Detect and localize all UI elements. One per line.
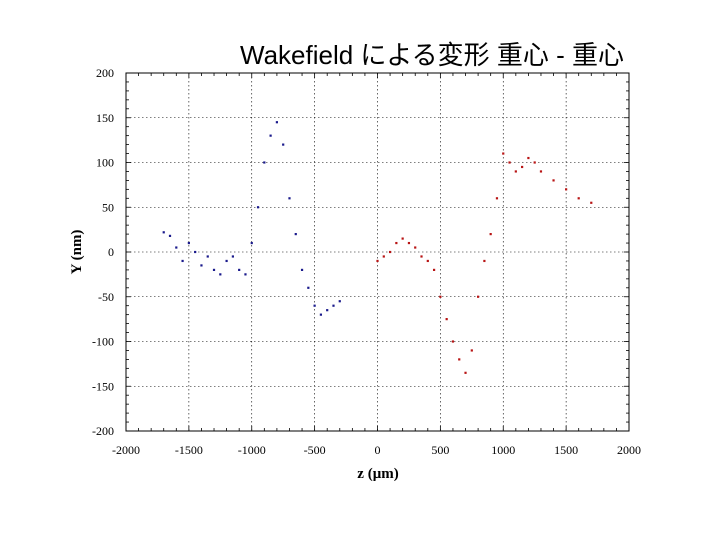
- data-point: [426, 259, 429, 263]
- data-point: [495, 197, 499, 200]
- y-tick-label: -50: [98, 290, 114, 304]
- data-point: [502, 152, 505, 155]
- y-tick-labels: -200 -150 -100 -50 0 50 100 150 200: [92, 66, 114, 438]
- data-point: [307, 286, 310, 289]
- series-2: [376, 152, 593, 374]
- data-point: [256, 206, 260, 209]
- data-point: [445, 318, 448, 321]
- data-point: [451, 340, 455, 343]
- data-point: [332, 304, 335, 307]
- data-point: [577, 197, 580, 200]
- y-tick-label: -200: [92, 424, 114, 438]
- data-point: [263, 161, 266, 164]
- data-point: [420, 255, 423, 258]
- data-point: [319, 313, 323, 316]
- data-point: [288, 197, 291, 200]
- series-1: [162, 121, 341, 316]
- data-point: [194, 250, 197, 254]
- data-point: [432, 268, 436, 271]
- data-point: [231, 255, 234, 258]
- x-tick-label: -2000: [112, 443, 140, 457]
- x-tick-label: 1000: [491, 443, 515, 457]
- grid-lines: [126, 73, 629, 431]
- y-tick-label: 150: [96, 111, 114, 125]
- data-point: [552, 179, 555, 182]
- data-point: [407, 241, 411, 245]
- data-point: [508, 161, 511, 164]
- data-point: [238, 268, 241, 271]
- data-point: [489, 233, 492, 236]
- data-point: [269, 134, 272, 137]
- data-point: [470, 349, 473, 352]
- data-point: [590, 201, 593, 204]
- y-axis-label: Y (nm): [69, 230, 85, 275]
- data-point: [244, 273, 247, 276]
- x-tick-label: -1500: [175, 443, 203, 457]
- y-tick-label: -150: [92, 379, 114, 393]
- data-point: [414, 246, 417, 249]
- y-tick-label: 50: [102, 200, 114, 214]
- data-point: [175, 246, 178, 249]
- x-tick-label: -500: [304, 443, 326, 457]
- data-point: [401, 237, 404, 240]
- data-point: [250, 241, 253, 245]
- data-point: [206, 255, 209, 258]
- y-tick-label: -100: [92, 335, 114, 349]
- y-tick-label: 0: [108, 245, 114, 259]
- y-tick-label: 100: [96, 156, 114, 170]
- data-point: [439, 295, 442, 298]
- data-point: [219, 273, 222, 276]
- data-point: [338, 300, 341, 303]
- data-points: [162, 121, 593, 374]
- data-point: [181, 259, 184, 263]
- data-point: [527, 156, 530, 160]
- data-point: [200, 264, 203, 267]
- data-point: [187, 241, 190, 245]
- data-point: [168, 234, 172, 237]
- data-point: [458, 358, 461, 361]
- x-axis-label: z (μm): [357, 466, 398, 482]
- data-point: [376, 259, 379, 263]
- x-tick-label: 0: [375, 443, 381, 457]
- data-point: [565, 188, 568, 191]
- data-point: [313, 304, 316, 307]
- plot-frame: [125, 72, 630, 432]
- x-tick-label: 1500: [554, 443, 578, 457]
- data-point: [533, 161, 536, 164]
- data-point: [275, 121, 278, 124]
- data-point: [483, 259, 486, 263]
- y-tick-label: 200: [96, 66, 114, 80]
- data-point: [382, 255, 385, 258]
- data-point: [212, 268, 216, 271]
- data-point: [539, 170, 543, 173]
- data-point: [282, 143, 285, 146]
- data-point: [294, 233, 297, 236]
- x-tick-labels: -2000 -1500 -1000 -500 0 500 1000 1500 2000: [112, 443, 641, 457]
- data-point: [300, 268, 304, 271]
- data-point: [464, 371, 467, 374]
- data-point: [521, 165, 524, 169]
- data-point: [477, 295, 480, 298]
- data-point: [326, 309, 329, 312]
- chart-title: Wakefield による変形 重心 - 重心: [240, 40, 624, 70]
- data-point: [388, 250, 392, 254]
- x-tick-label: -1000: [238, 443, 266, 457]
- data-point: [395, 241, 398, 245]
- data-point: [225, 259, 228, 263]
- data-point: [514, 170, 517, 173]
- x-tick-label: 500: [431, 443, 449, 457]
- data-point: [162, 231, 165, 234]
- x-tick-label: 2000: [617, 443, 641, 457]
